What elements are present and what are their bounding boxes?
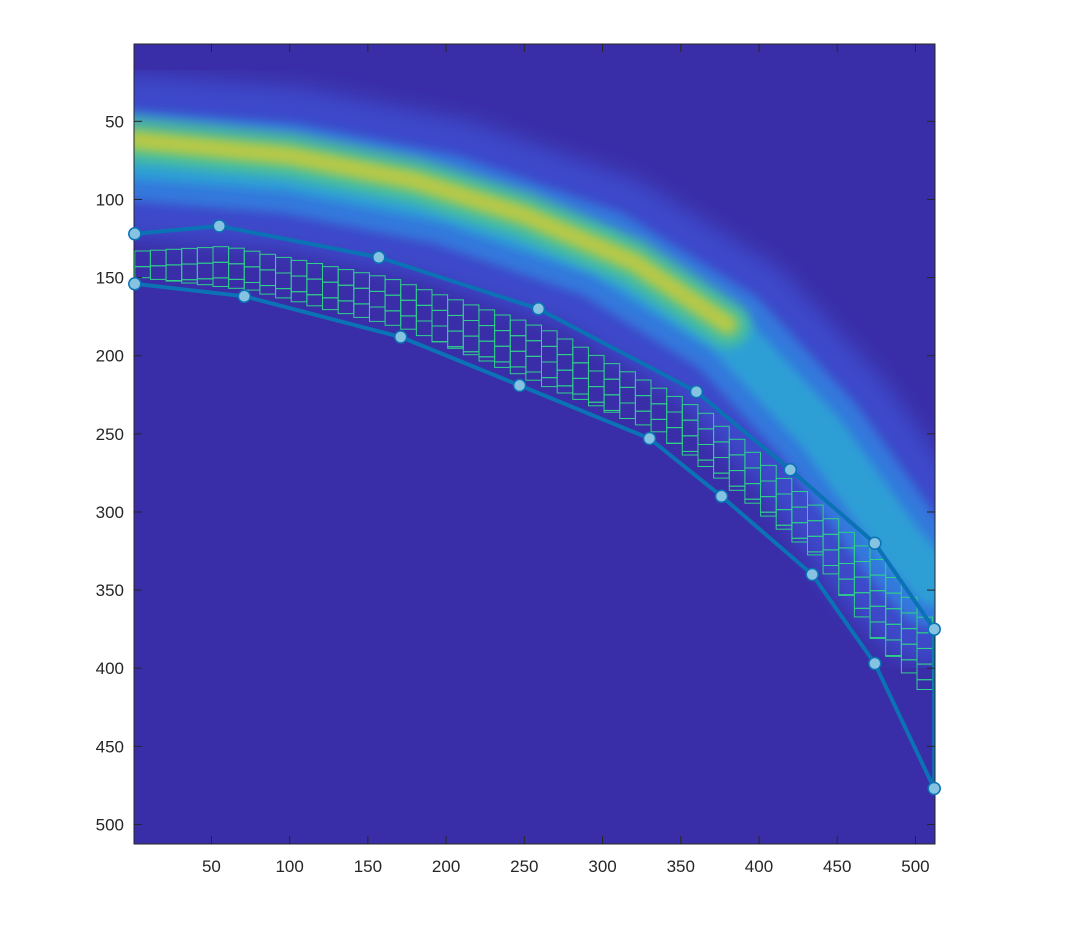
series-0-point-6 — [868, 536, 882, 550]
x-tick-label: 50 — [202, 857, 221, 876]
heatmap-bands — [134, 73, 935, 665]
axes-box — [133, 43, 936, 845]
series-1-point-5 — [714, 489, 729, 504]
y-tick-label: 150 — [96, 269, 124, 288]
mesh-cell — [838, 594, 855, 596]
series-1-point-2 — [393, 330, 408, 344]
y-tick-label: 350 — [96, 581, 124, 600]
mesh-cell — [885, 655, 902, 657]
x-tick-label: 100 — [275, 857, 303, 876]
series-1-point-3 — [512, 378, 527, 393]
x-tick-label: 450 — [823, 857, 851, 876]
series-1-point-0 — [128, 277, 142, 291]
x-tick-label: 350 — [667, 857, 695, 876]
x-tick-label: 500 — [901, 857, 929, 876]
axis-ticks — [134, 44, 935, 844]
series-line-0 — [134, 224, 935, 632]
x-tick-label: 250 — [510, 857, 538, 876]
series-0-point-7 — [927, 622, 941, 636]
y-tick-label: 500 — [96, 815, 124, 834]
mesh-grid — [134, 246, 934, 691]
y-tick-label: 400 — [96, 659, 124, 678]
x-tick-label: 150 — [354, 857, 382, 876]
mesh-cell — [869, 637, 887, 639]
y-tick-label: 200 — [96, 347, 124, 366]
x-tick-label: 300 — [588, 857, 616, 876]
y-tick-label: 450 — [96, 737, 124, 756]
x-tick-labels: 50 100 150 200 250 300 350 400 450 500 — [202, 857, 930, 876]
y-tick-labels: 50 100 150 200 250 300 350 400 450 500 — [96, 112, 124, 834]
y-tick-label: 300 — [96, 503, 124, 522]
y-tick-label: 100 — [96, 190, 124, 209]
series-0-point-5 — [783, 463, 798, 477]
series-0-point-2 — [372, 250, 386, 265]
series-1-point-4 — [642, 431, 657, 446]
series-1-point-7 — [868, 656, 882, 671]
y-tick-label: 250 — [96, 425, 124, 444]
mesh-cell — [165, 280, 183, 282]
series-0-point-0 — [128, 227, 142, 241]
series-1-point-6 — [805, 567, 819, 582]
heatmap-band-bright-core-2 — [134, 134, 734, 330]
series-1-point-1 — [237, 289, 252, 304]
y-tick-label: 50 — [105, 112, 124, 131]
series-0-point-4 — [689, 384, 704, 399]
series-0-point-3 — [531, 302, 546, 316]
series-0-point-1 — [212, 219, 227, 233]
x-tick-label: 400 — [745, 857, 773, 876]
x-tick-label: 200 — [432, 857, 460, 876]
series-1-point-8 — [927, 781, 941, 796]
plot-area — [134, 44, 935, 844]
